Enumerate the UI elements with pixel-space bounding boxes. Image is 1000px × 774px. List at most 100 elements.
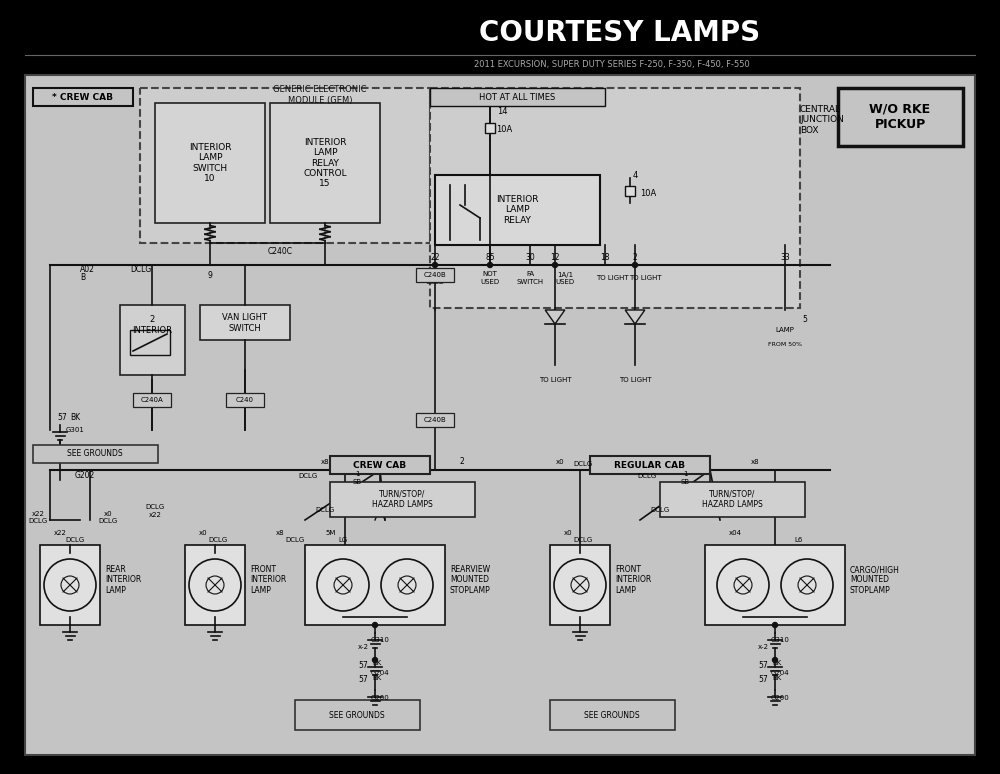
Text: 57: 57 xyxy=(57,413,67,423)
Text: G310: G310 xyxy=(771,637,789,643)
Circle shape xyxy=(552,262,558,268)
Text: DCLG: DCLG xyxy=(298,473,318,479)
Text: TO LIGHT: TO LIGHT xyxy=(539,377,571,383)
Text: G200: G200 xyxy=(771,695,789,701)
Text: C240C: C240C xyxy=(268,246,292,255)
Bar xyxy=(550,700,675,730)
Bar xyxy=(226,393,264,407)
Text: TO LIGHT: TO LIGHT xyxy=(619,377,651,383)
Text: x-2: x-2 xyxy=(758,644,768,650)
Bar xyxy=(660,482,805,517)
Text: x8: x8 xyxy=(751,459,759,465)
Text: FA
SWITCH: FA SWITCH xyxy=(516,272,544,285)
Text: CREW CAB: CREW CAB xyxy=(353,461,407,470)
Circle shape xyxy=(554,559,606,611)
Circle shape xyxy=(372,622,378,628)
Text: 57: 57 xyxy=(758,676,768,684)
Text: 2
INTERIOR: 2 INTERIOR xyxy=(132,315,172,334)
Text: TURN/STOP/
HAZARD LAMPS: TURN/STOP/ HAZARD LAMPS xyxy=(702,489,762,509)
Text: TURN/STOP/
HAZARD LAMPS: TURN/STOP/ HAZARD LAMPS xyxy=(372,489,432,509)
Bar xyxy=(416,413,454,427)
Text: INTERIOR
LAMP
RELAY
CONTROL
15: INTERIOR LAMP RELAY CONTROL 15 xyxy=(303,138,347,188)
Text: 2: 2 xyxy=(633,252,637,262)
Bar xyxy=(120,305,185,375)
Bar xyxy=(185,545,245,625)
Text: DCLG: DCLG xyxy=(208,537,228,543)
Text: BK: BK xyxy=(372,660,382,666)
Text: 1
SB: 1 SB xyxy=(680,471,690,485)
Text: REARVIEW
MOUNTED
STOPLAMP: REARVIEW MOUNTED STOPLAMP xyxy=(450,565,491,595)
Text: SEE GROUNDS: SEE GROUNDS xyxy=(67,450,123,458)
Bar xyxy=(590,456,710,474)
Polygon shape xyxy=(625,310,645,324)
Text: BK: BK xyxy=(772,660,782,666)
Bar xyxy=(485,122,495,132)
Text: NOT
USED: NOT USED xyxy=(480,272,500,285)
Circle shape xyxy=(432,262,438,268)
Circle shape xyxy=(772,622,778,628)
Text: DCLG: DCLG xyxy=(315,507,335,513)
Text: DCLG: DCLG xyxy=(573,461,593,467)
Text: 10A: 10A xyxy=(640,189,656,197)
Text: G301: G301 xyxy=(66,427,84,433)
Text: 14: 14 xyxy=(497,108,507,117)
Bar xyxy=(330,482,475,517)
Text: BK: BK xyxy=(772,675,782,681)
Text: 2: 2 xyxy=(460,457,464,467)
Circle shape xyxy=(381,559,433,611)
Bar xyxy=(270,103,380,223)
Text: x22: x22 xyxy=(149,512,161,518)
Text: x22: x22 xyxy=(54,530,66,536)
Text: B: B xyxy=(80,273,85,283)
Bar xyxy=(305,545,445,625)
Bar xyxy=(430,88,800,308)
Text: 1
SB: 1 SB xyxy=(352,471,362,485)
Text: 57: 57 xyxy=(758,660,768,670)
Text: 57: 57 xyxy=(358,676,368,684)
Text: DCLG: DCLG xyxy=(650,507,670,513)
Text: 5: 5 xyxy=(803,316,807,324)
Text: 30: 30 xyxy=(525,252,535,262)
Text: 12: 12 xyxy=(550,252,560,262)
Bar xyxy=(705,545,845,625)
Text: G204: G204 xyxy=(371,670,389,676)
Circle shape xyxy=(372,657,378,663)
Bar xyxy=(33,88,133,106)
Text: 10A: 10A xyxy=(496,125,512,135)
Bar xyxy=(40,545,100,625)
Text: GENERIC ELECTRONIC
MODULE (GEM): GENERIC ELECTRONIC MODULE (GEM) xyxy=(273,85,367,104)
Text: VAN LIGHT
SWITCH: VAN LIGHT SWITCH xyxy=(222,313,268,333)
Text: INTERIOR
LAMP
RELAY: INTERIOR LAMP RELAY xyxy=(496,195,538,225)
Text: CENTRAL
JUNCTION
BOX: CENTRAL JUNCTION BOX xyxy=(800,105,844,135)
Text: DCLG: DCLG xyxy=(145,504,165,510)
Bar xyxy=(200,305,290,340)
Circle shape xyxy=(189,559,241,611)
Text: C240: C240 xyxy=(236,397,254,403)
Text: REGULAR CAB: REGULAR CAB xyxy=(614,461,686,470)
Text: x0: x0 xyxy=(556,459,564,465)
Bar xyxy=(330,456,430,474)
Text: INTERIOR
LAMP
SWITCH
10: INTERIOR LAMP SWITCH 10 xyxy=(189,143,231,183)
Text: DCLG: DCLG xyxy=(65,537,85,543)
Text: FROM 50%: FROM 50% xyxy=(768,343,802,348)
Circle shape xyxy=(781,559,833,611)
Text: A02: A02 xyxy=(80,265,95,275)
Text: C240B: C240B xyxy=(424,272,446,278)
Text: HOT AT ALL TIMES: HOT AT ALL TIMES xyxy=(479,93,555,101)
Text: DCLG: DCLG xyxy=(130,265,151,275)
Text: 57: 57 xyxy=(358,660,368,670)
Bar xyxy=(435,175,600,245)
Text: COURTESY LAMPS: COURTESY LAMPS xyxy=(479,19,761,47)
Text: x-2: x-2 xyxy=(358,644,368,650)
Bar xyxy=(130,330,170,355)
Text: FRONT
INTERIOR
LAMP: FRONT INTERIOR LAMP xyxy=(250,565,286,595)
Text: 4: 4 xyxy=(632,170,638,180)
Text: G200: G200 xyxy=(371,695,389,701)
Circle shape xyxy=(717,559,769,611)
Circle shape xyxy=(772,657,778,663)
Text: W/O RKE
PICKUP: W/O RKE PICKUP xyxy=(869,103,931,131)
Text: 9: 9 xyxy=(208,270,212,279)
Text: 85: 85 xyxy=(485,252,495,262)
Text: x8: x8 xyxy=(321,459,329,465)
Text: x8: x8 xyxy=(276,530,284,536)
